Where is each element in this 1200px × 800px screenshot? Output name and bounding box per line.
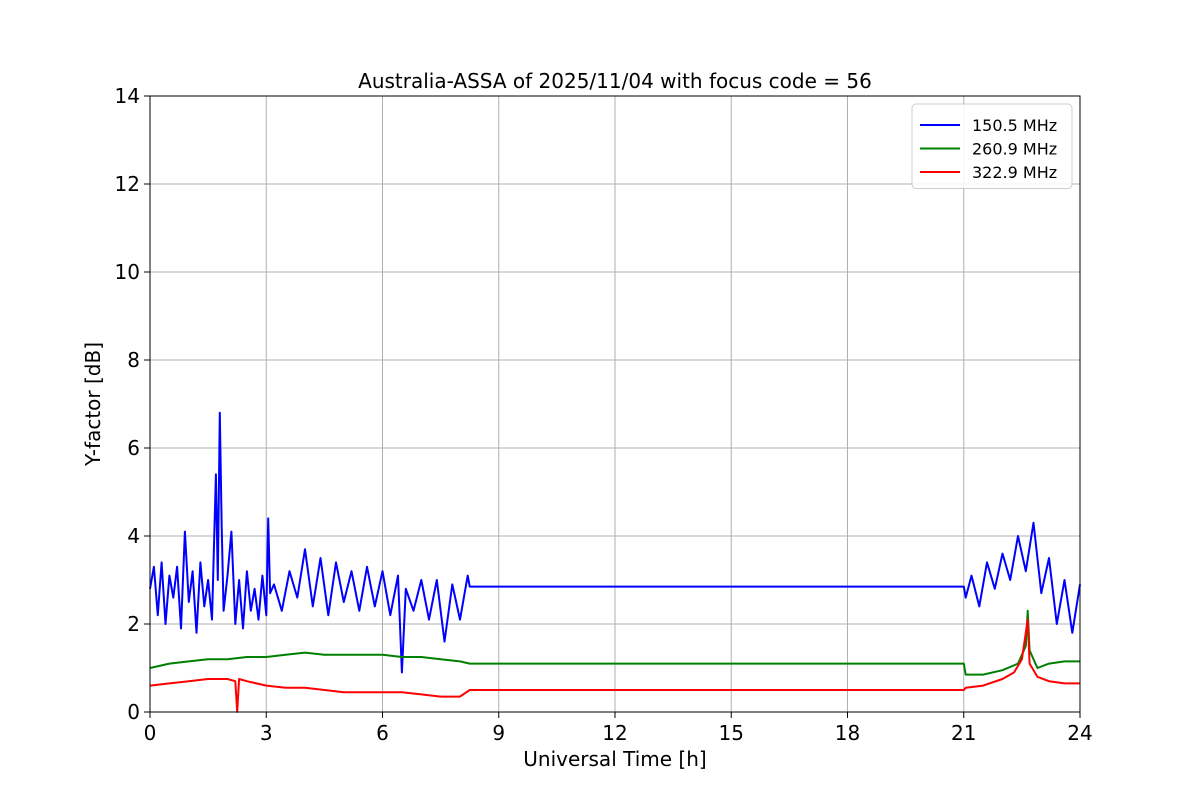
series-line-2 [149,609,1080,676]
y-tick-label: 10 [115,260,140,284]
series-layer [149,411,1081,713]
series-line-3 [149,618,1080,713]
y-tick-label: 12 [115,172,140,196]
legend-entry: 150.5 MHz [972,116,1057,135]
y-tick-label: 4 [127,524,140,548]
y-tick-label: 2 [127,612,140,636]
y-tick-label: 6 [127,436,140,460]
legend-entry: 260.9 MHz [972,140,1057,159]
y-tick-label: 8 [127,348,140,372]
series-line-1 [149,411,1081,674]
x-tick-label: 15 [719,721,744,745]
x-axis-label: Universal Time [h] [523,747,706,771]
y-tick-label: 0 [127,700,140,724]
x-tick-label: 18 [835,721,860,745]
x-tick-label: 9 [492,721,505,745]
x-axis: 0 3 6 9 12 15 18 21 24 [144,712,1093,745]
x-tick-label: 12 [602,721,627,745]
chart-title: Australia-ASSA of 2025/11/04 with focus … [358,69,872,93]
legend-entry: 322.9 MHz [972,163,1057,182]
x-tick-label: 24 [1067,721,1092,745]
x-tick-label: 6 [376,721,389,745]
legend: 150.5 MHz 260.9 MHz 322.9 MHz [911,103,1073,189]
y-axis-label: Y-factor [dB] [81,342,105,467]
y-axis: 0 2 4 6 8 10 12 14 [115,84,150,724]
x-tick-label: 0 [144,721,157,745]
x-tick-label: 3 [260,721,273,745]
x-tick-label: 21 [951,721,976,745]
y-tick-label: 14 [115,84,140,108]
